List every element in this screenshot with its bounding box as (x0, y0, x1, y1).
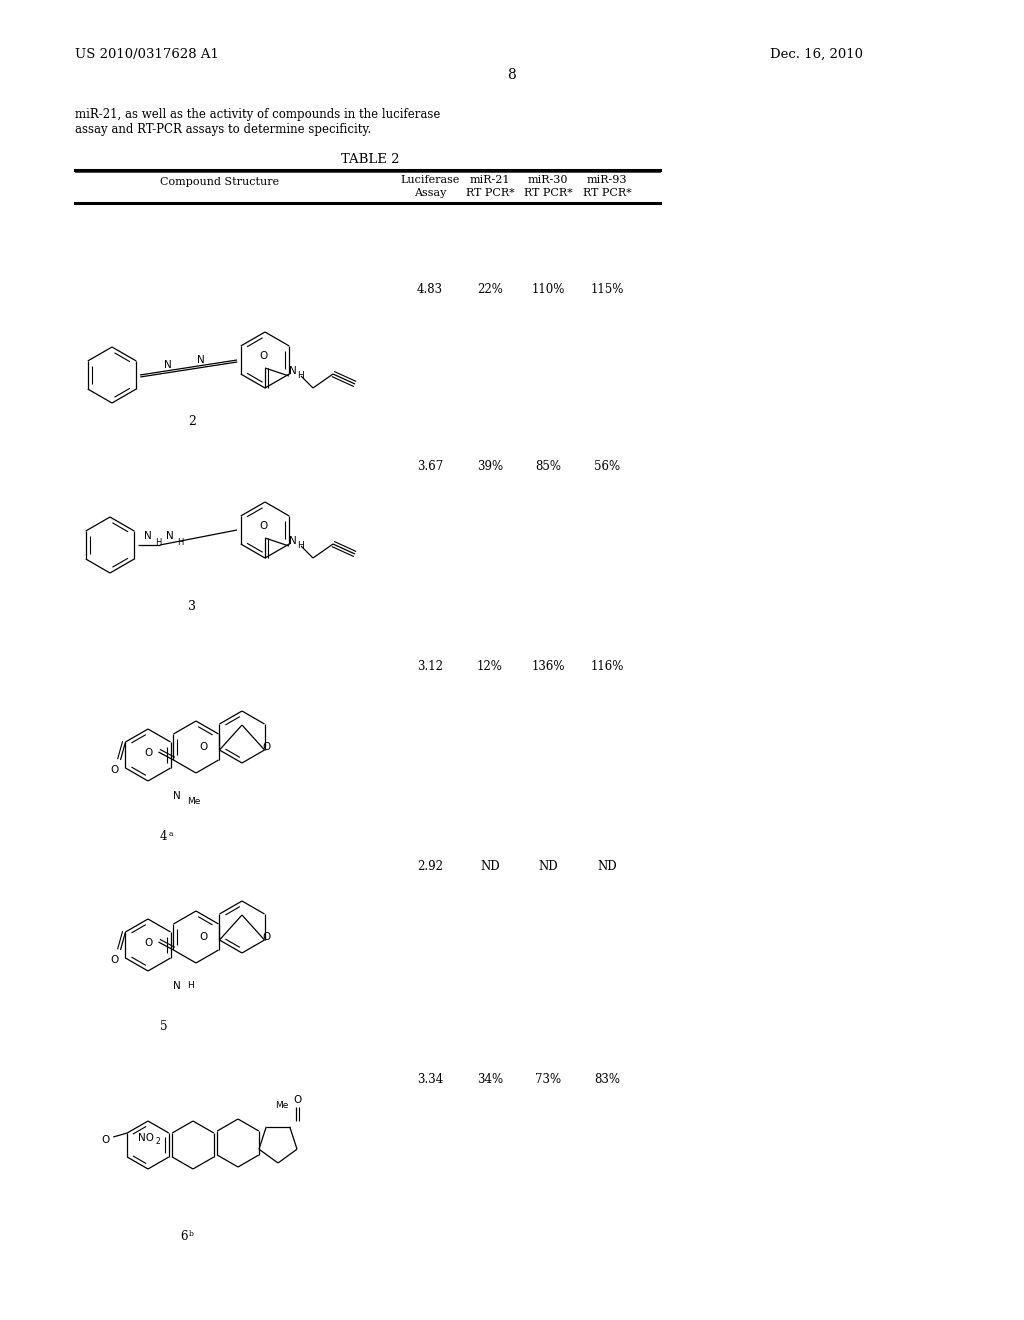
Text: O: O (111, 766, 119, 775)
Text: 116%: 116% (590, 660, 624, 673)
Text: H: H (297, 541, 303, 550)
Text: miR-30: miR-30 (527, 176, 568, 185)
Text: H: H (297, 371, 303, 380)
Text: N: N (164, 360, 172, 370)
Text: N: N (144, 531, 152, 541)
Text: 3.67: 3.67 (417, 459, 443, 473)
Text: ND: ND (597, 861, 616, 873)
Text: Luciferase: Luciferase (400, 176, 460, 185)
Text: 22%: 22% (477, 282, 503, 296)
Text: 39%: 39% (477, 459, 503, 473)
Text: N: N (197, 355, 205, 364)
Text: 4: 4 (160, 830, 168, 843)
Text: O: O (144, 748, 153, 758)
Text: 3.34: 3.34 (417, 1073, 443, 1086)
Text: 2.92: 2.92 (417, 861, 443, 873)
Text: US 2010/0317628 A1: US 2010/0317628 A1 (75, 48, 219, 61)
Text: assay and RT-PCR assays to determine specificity.: assay and RT-PCR assays to determine spe… (75, 123, 372, 136)
Text: H: H (155, 539, 162, 546)
Text: 73%: 73% (535, 1073, 561, 1086)
Text: O: O (144, 939, 153, 948)
Text: 8: 8 (508, 69, 516, 82)
Text: 3.12: 3.12 (417, 660, 443, 673)
Text: RT PCR*: RT PCR* (583, 187, 632, 198)
Text: 110%: 110% (531, 282, 564, 296)
Text: 4.83: 4.83 (417, 282, 443, 296)
Text: O: O (111, 954, 119, 965)
Text: 136%: 136% (531, 660, 565, 673)
Text: 2: 2 (156, 1137, 161, 1146)
Text: 12%: 12% (477, 660, 503, 673)
Text: ND: ND (480, 861, 500, 873)
Text: RT PCR*: RT PCR* (523, 187, 572, 198)
Text: O: O (293, 1096, 301, 1105)
Text: 56%: 56% (594, 459, 621, 473)
Text: N: N (173, 981, 181, 991)
Text: O: O (200, 932, 208, 942)
Text: 2: 2 (188, 414, 196, 428)
Text: O: O (259, 351, 267, 360)
Text: O: O (101, 1135, 110, 1144)
Text: TABLE 2: TABLE 2 (341, 153, 399, 166)
Text: 34%: 34% (477, 1073, 503, 1086)
Text: ND: ND (539, 861, 558, 873)
Text: b: b (189, 1230, 194, 1238)
Text: H: H (177, 539, 183, 546)
Text: N: N (166, 531, 174, 541)
Text: Me: Me (275, 1101, 289, 1110)
Text: Assay: Assay (414, 187, 446, 198)
Text: N: N (173, 791, 181, 801)
Text: 5: 5 (160, 1020, 168, 1034)
Text: Dec. 16, 2010: Dec. 16, 2010 (770, 48, 863, 61)
Text: NO: NO (138, 1133, 154, 1143)
Text: 6: 6 (180, 1230, 187, 1243)
Text: O: O (259, 521, 267, 531)
Text: H: H (187, 981, 194, 990)
Text: a: a (169, 830, 173, 838)
Text: Me: Me (187, 797, 201, 807)
Text: miR-21, as well as the activity of compounds in the luciferase: miR-21, as well as the activity of compo… (75, 108, 440, 121)
Text: N: N (289, 366, 297, 376)
Text: 3: 3 (188, 601, 196, 612)
Text: 115%: 115% (590, 282, 624, 296)
Text: Compound Structure: Compound Structure (161, 177, 280, 187)
Text: O: O (262, 742, 270, 752)
Text: N: N (289, 536, 297, 546)
Text: 83%: 83% (594, 1073, 620, 1086)
Text: miR-93: miR-93 (587, 176, 628, 185)
Text: O: O (262, 932, 270, 942)
Text: RT PCR*: RT PCR* (466, 187, 514, 198)
Text: O: O (200, 742, 208, 752)
Text: 85%: 85% (535, 459, 561, 473)
Text: miR-21: miR-21 (470, 176, 510, 185)
